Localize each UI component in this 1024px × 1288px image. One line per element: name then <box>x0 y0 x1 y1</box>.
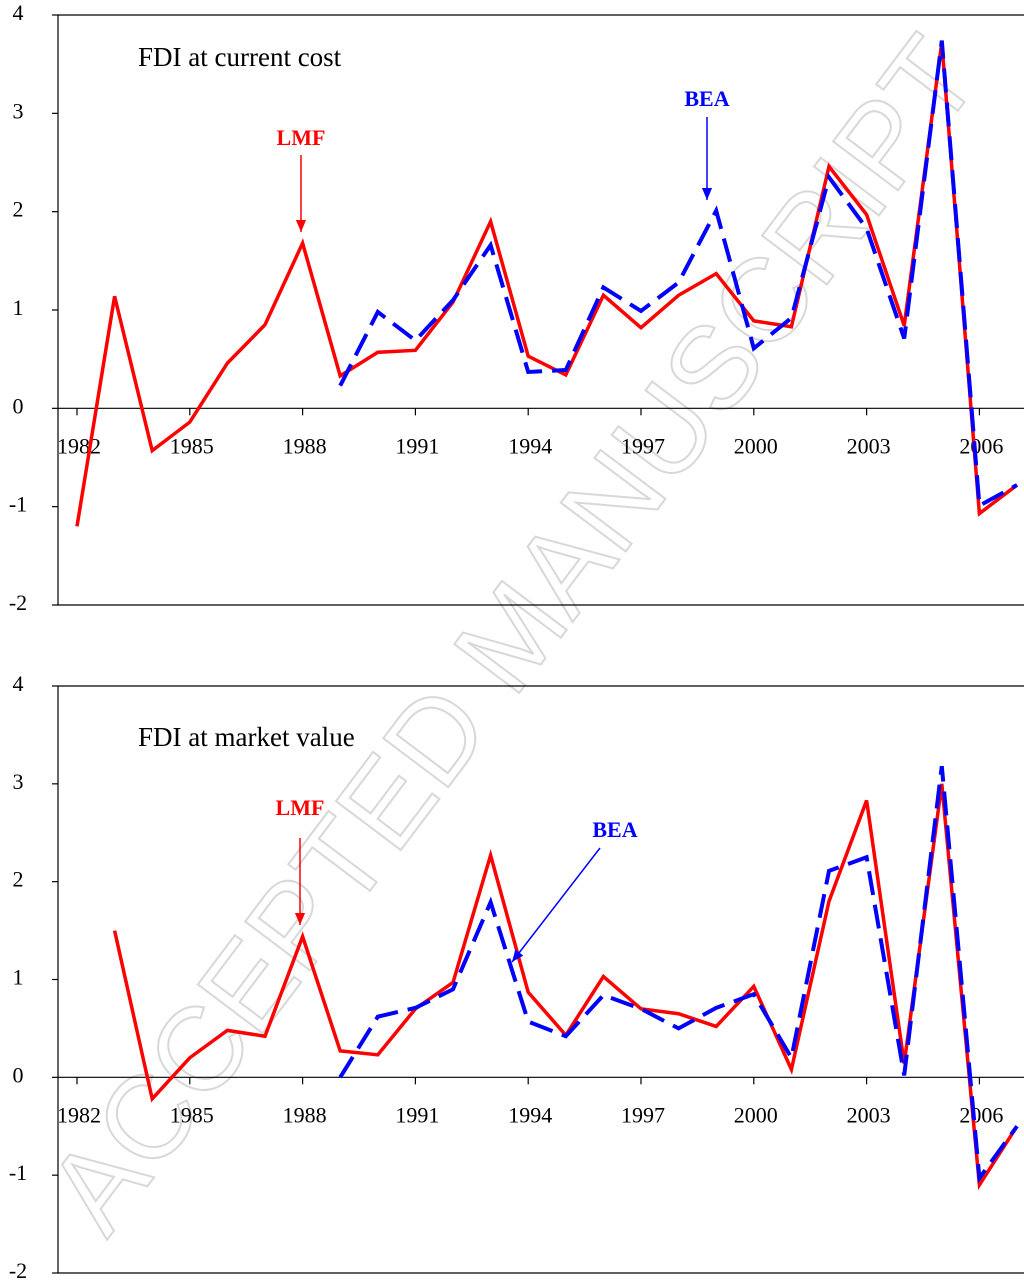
x-tick-label: 2000 <box>734 1102 778 1127</box>
chart-title: FDI at current cost <box>138 42 342 72</box>
y-tick-label: 3 <box>13 98 24 123</box>
series-label: LMF <box>277 125 326 150</box>
annotation-arrow <box>511 847 601 963</box>
y-tick-label: -2 <box>9 1258 27 1283</box>
x-tick-label: 1982 <box>57 1102 101 1127</box>
data-line <box>338 40 1018 509</box>
x-tick-label: 1994 <box>508 433 552 458</box>
y-tick-label: 1 <box>13 295 24 320</box>
series-label: LMF <box>276 795 325 820</box>
data-line <box>338 765 1019 1184</box>
x-tick-label: 2006 <box>959 433 1003 458</box>
y-tick-label: -1 <box>9 492 27 517</box>
arrow-head <box>512 949 524 962</box>
arrow-head <box>295 220 307 232</box>
y-tick-label: 4 <box>13 671 24 696</box>
y-tick-label: 3 <box>13 769 24 794</box>
x-tick-label: 1997 <box>621 433 665 458</box>
x-tick-label: 1985 <box>170 433 214 458</box>
x-tick-label: 1985 <box>170 1102 214 1127</box>
x-tick-label: 2000 <box>734 433 778 458</box>
arrow-head <box>701 188 713 200</box>
x-tick-label: 1991 <box>395 1102 439 1127</box>
y-tick-label: 2 <box>13 867 24 892</box>
y-tick-label: 1 <box>13 965 24 990</box>
x-tick-label: 1988 <box>283 433 327 458</box>
x-tick-label: 1988 <box>283 1102 327 1127</box>
x-tick-label: 1997 <box>621 1102 665 1127</box>
y-tick-label: 4 <box>13 0 24 25</box>
x-tick-label: 2003 <box>847 433 891 458</box>
x-tick-label: 1982 <box>57 433 101 458</box>
x-tick-label: 2003 <box>847 1102 891 1127</box>
x-tick-label: 1994 <box>508 1102 552 1127</box>
y-tick-label: 0 <box>13 1062 24 1087</box>
series-label: BEA <box>684 86 729 111</box>
series-label: BEA <box>592 817 637 842</box>
arrow-head <box>294 913 306 925</box>
y-tick-label: -1 <box>9 1160 27 1185</box>
x-tick-label: 2006 <box>959 1102 1003 1127</box>
y-tick-label: 0 <box>13 393 24 418</box>
x-tick-label: 1991 <box>395 433 439 458</box>
y-tick-label: 2 <box>13 197 24 222</box>
y-tick-label: -2 <box>9 590 27 615</box>
chart-title: FDI at market value <box>138 722 355 752</box>
data-line <box>75 42 1019 527</box>
